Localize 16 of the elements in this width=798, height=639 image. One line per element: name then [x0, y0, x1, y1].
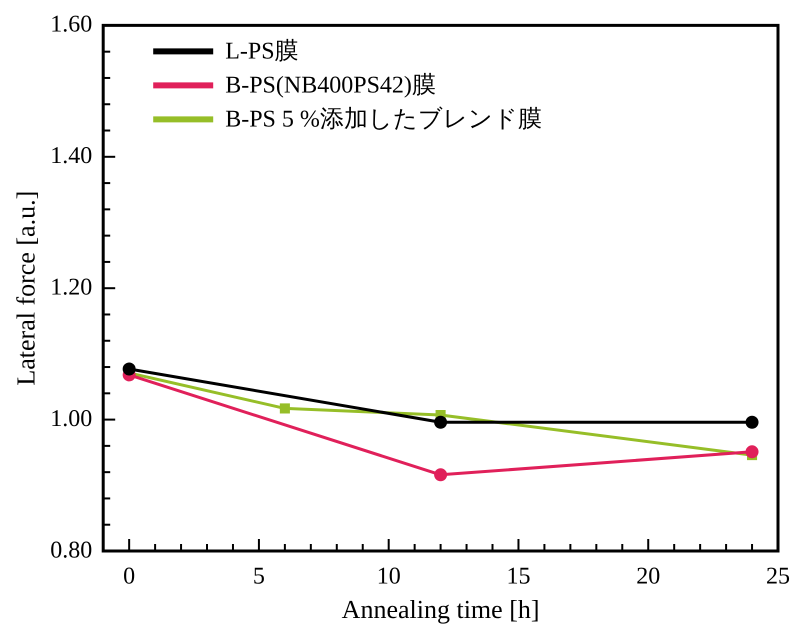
y-tick-label: 1.40	[50, 143, 92, 170]
legend-label: L-PS膜	[225, 38, 299, 65]
x-tick-label: 20	[636, 563, 660, 590]
x-tick-label: 15	[506, 563, 530, 590]
x-tick-label: 10	[376, 563, 401, 590]
x-tick-label: 0	[123, 563, 136, 590]
legend-label: B-PS(NB400PS42)膜	[225, 72, 436, 99]
x-tick-label: 5	[252, 563, 265, 590]
y-tick-label: 0.80	[50, 537, 92, 564]
y-axis-title: Lateral force [a.u.]	[11, 190, 40, 386]
y-tick-label: 1.00	[50, 406, 92, 432]
legend-label: B-PS 5 %添加したブレンド膜	[225, 106, 542, 133]
x-axis-title: Annealing time [h]	[342, 595, 540, 624]
y-tick-label: 1.20	[50, 274, 92, 300]
y-tick-label: 1.60	[50, 12, 92, 38]
x-tick-label: 25	[766, 563, 790, 590]
